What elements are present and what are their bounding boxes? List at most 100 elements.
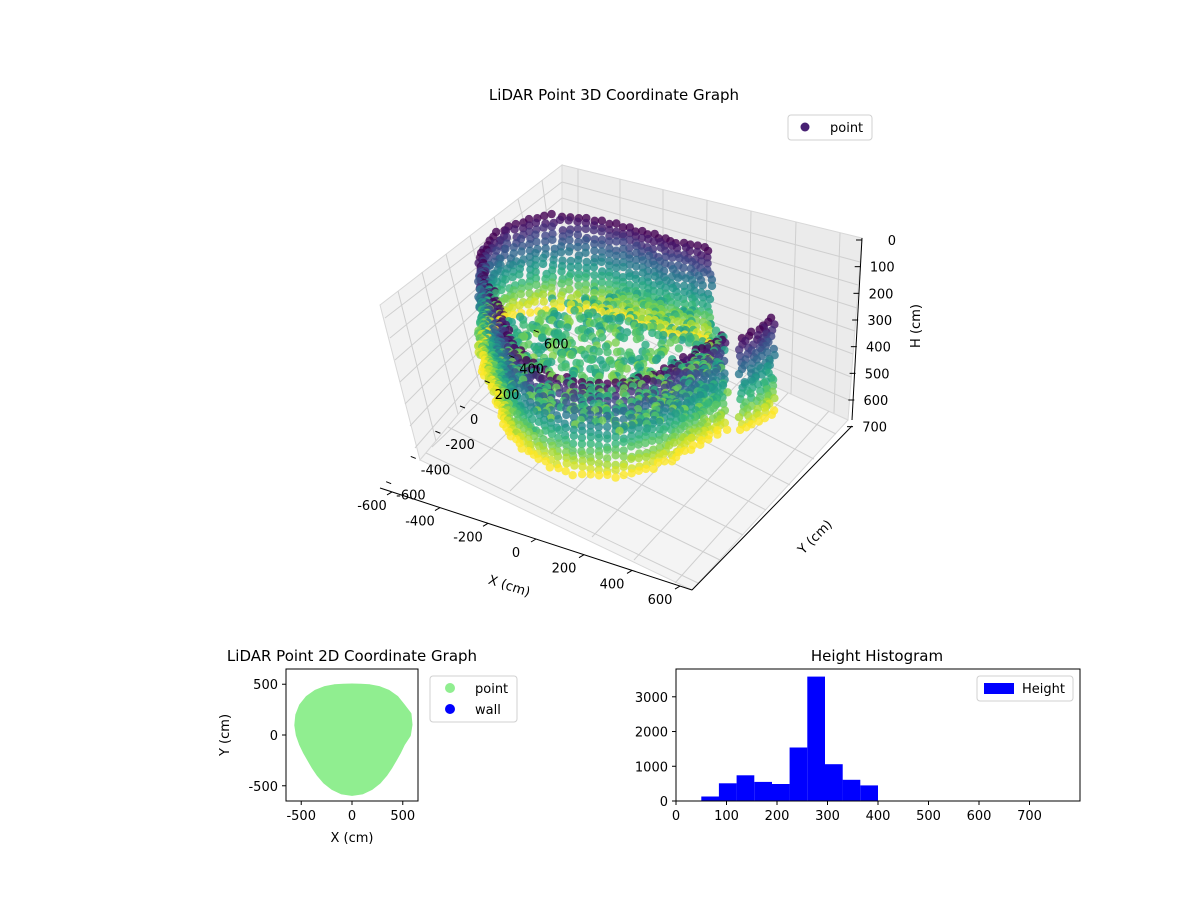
scatter-point-3d bbox=[655, 417, 664, 427]
y-tick-label-3d: 600 bbox=[544, 337, 569, 352]
scatter-point-3d bbox=[586, 470, 595, 479]
scatter-point-3d bbox=[703, 253, 712, 262]
histogram-bar bbox=[718, 783, 737, 801]
scatter-point-3d bbox=[641, 402, 650, 411]
scatter-point-3d bbox=[619, 470, 628, 480]
x-tick-mark-3d bbox=[578, 554, 585, 559]
legend-3d: point bbox=[787, 114, 873, 141]
y-tick-label-3d: -200 bbox=[445, 438, 475, 453]
scatter-point-3d bbox=[581, 248, 590, 257]
x-tick-mark-3d bbox=[674, 585, 681, 590]
scatter-point-3d bbox=[605, 219, 614, 229]
y-axis-label-3d: Y (cm) bbox=[795, 517, 836, 558]
x-tick-label-3d: -600 bbox=[357, 499, 387, 514]
scatter-point-3d bbox=[570, 461, 579, 470]
scatter-point-3d bbox=[541, 237, 550, 246]
scatter-point-3d bbox=[686, 445, 696, 454]
y-tick-label-2d: 500 bbox=[253, 678, 278, 693]
histogram-bar bbox=[772, 784, 790, 801]
scatter-point-3d bbox=[611, 432, 620, 442]
chart-2d: LiDAR Point 2D Coordinate Graph -500 0 500… bbox=[218, 647, 518, 846]
scatter-point-3d bbox=[574, 255, 583, 265]
scatter-point-3d bbox=[590, 239, 599, 249]
scatter-point-3d bbox=[767, 410, 776, 419]
x-axis-label-3d: X (cm) bbox=[486, 573, 532, 601]
scatter-point-3d bbox=[618, 223, 628, 232]
scatter-point-3d bbox=[705, 295, 715, 304]
scatter-point-3d bbox=[649, 464, 658, 474]
y-tick-label-2d: 0 bbox=[270, 729, 278, 744]
scatter-point-3d bbox=[586, 457, 596, 466]
scatter-point-3d bbox=[615, 426, 624, 436]
scatter-point-3d bbox=[573, 230, 583, 240]
scatter-point-3d bbox=[581, 236, 590, 245]
scatter-point-3d bbox=[634, 453, 643, 463]
scatter-point-3d bbox=[519, 320, 528, 329]
scatter-point-3d bbox=[526, 308, 535, 317]
x-tick-mark-3d bbox=[626, 569, 633, 574]
scatter-point-3d bbox=[603, 422, 612, 432]
scatter-point-3d bbox=[573, 224, 583, 233]
scatter-point-3d bbox=[597, 240, 606, 249]
x-tick-label-3d: 0 bbox=[512, 546, 520, 561]
scatter-point-3d bbox=[594, 471, 604, 480]
scatter-point-3d bbox=[590, 271, 599, 280]
z-axis-line-3d bbox=[851, 237, 863, 421]
scatter-point-3d bbox=[563, 323, 572, 332]
scatter-point-3d bbox=[735, 345, 744, 354]
scatter-point-3d bbox=[612, 281, 621, 290]
scatter-point-3d bbox=[598, 416, 607, 425]
scatter-point-3d bbox=[641, 452, 651, 462]
scatter-point-3d bbox=[674, 273, 683, 282]
histogram-title: Height Histogram bbox=[811, 647, 943, 665]
scatter-point-3d bbox=[532, 280, 541, 290]
legend-histogram: Height bbox=[976, 675, 1074, 702]
scatter-point-3d bbox=[734, 413, 744, 422]
scatter-point-3d bbox=[713, 430, 722, 439]
scatter-point-3d bbox=[532, 237, 541, 247]
scatter-point-3d bbox=[509, 243, 518, 252]
scatter-point-3d bbox=[589, 263, 599, 272]
scatter-point-3d bbox=[619, 262, 628, 272]
scatter-point-3d bbox=[641, 432, 650, 441]
scatter-point-3d bbox=[603, 460, 612, 469]
scatter-point-3d bbox=[605, 249, 614, 258]
scatter-point-3d bbox=[612, 219, 621, 228]
scatter-point-3d bbox=[518, 224, 528, 233]
scatter-point-3d bbox=[510, 225, 519, 234]
scatter-point-3d bbox=[611, 451, 620, 460]
y-tick-mark-3d bbox=[410, 455, 416, 459]
scatter-point-3d bbox=[562, 459, 571, 468]
scatter-point-3d bbox=[524, 282, 534, 291]
scatter-point-3d bbox=[594, 422, 603, 432]
y-tick-mark-3d bbox=[459, 405, 466, 409]
scatter-point-3d bbox=[770, 394, 779, 403]
scatter-point-3d bbox=[573, 217, 582, 226]
scatter-point-3d bbox=[547, 429, 557, 439]
x-axis-label-2d: X (cm) bbox=[331, 831, 374, 846]
scatter-point-3d bbox=[564, 278, 574, 287]
scatter-point-3d bbox=[562, 398, 571, 407]
scatter-point-3d bbox=[603, 347, 612, 357]
scatter-point-3d bbox=[681, 256, 690, 265]
x-tick-label-3d: -200 bbox=[453, 530, 483, 545]
scatter-point-3d bbox=[540, 211, 549, 220]
scatter-point-3d bbox=[597, 216, 607, 225]
scatter-point-3d bbox=[627, 425, 636, 434]
scatter-point-3d bbox=[541, 231, 550, 240]
legend-2d-point-marker bbox=[445, 683, 455, 693]
scatter-point-3d bbox=[605, 324, 615, 333]
scatter-point-3d bbox=[547, 222, 556, 231]
scatter-point-3d bbox=[581, 224, 590, 234]
x-tick-label-2d: 500 bbox=[390, 809, 415, 824]
scatter-point-3d bbox=[703, 246, 713, 256]
scatter-point-3d bbox=[590, 246, 599, 255]
scatter-point-3d bbox=[566, 256, 575, 266]
scatter-point-3d bbox=[677, 335, 687, 344]
scatter-point-3d bbox=[594, 459, 604, 468]
x-tick-label-3d: 400 bbox=[600, 577, 625, 592]
histogram-bar bbox=[701, 796, 719, 801]
scatter-point-3d bbox=[653, 458, 663, 467]
histogram-bar bbox=[736, 775, 755, 801]
